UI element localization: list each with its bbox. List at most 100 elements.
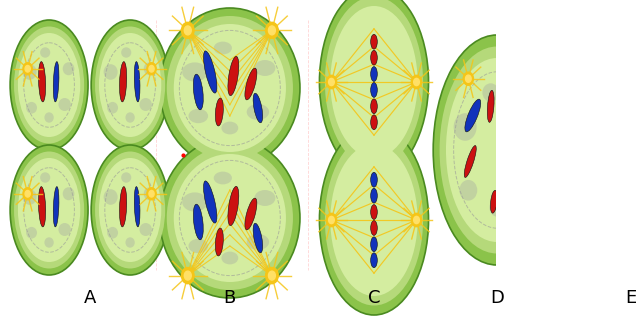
Text: A: A [83, 289, 96, 307]
Ellipse shape [253, 223, 263, 253]
Ellipse shape [134, 62, 140, 102]
Ellipse shape [120, 62, 127, 102]
Ellipse shape [45, 237, 54, 248]
Ellipse shape [500, 166, 507, 191]
Circle shape [463, 72, 473, 85]
Circle shape [329, 216, 335, 224]
Ellipse shape [319, 0, 429, 177]
Ellipse shape [104, 64, 118, 80]
Ellipse shape [10, 20, 88, 150]
Ellipse shape [160, 138, 300, 298]
Ellipse shape [182, 62, 207, 82]
Ellipse shape [616, 134, 623, 151]
Ellipse shape [433, 35, 561, 265]
Ellipse shape [371, 115, 377, 130]
Ellipse shape [520, 110, 539, 133]
Circle shape [184, 26, 191, 35]
Ellipse shape [487, 90, 494, 122]
Ellipse shape [216, 228, 223, 256]
Circle shape [184, 271, 191, 280]
Ellipse shape [569, 64, 636, 240]
Ellipse shape [144, 62, 155, 75]
Ellipse shape [134, 187, 140, 227]
Circle shape [25, 191, 31, 197]
Ellipse shape [204, 51, 217, 93]
Ellipse shape [23, 64, 37, 80]
Ellipse shape [490, 198, 505, 217]
Ellipse shape [63, 187, 74, 200]
Circle shape [181, 268, 194, 284]
Ellipse shape [95, 151, 165, 269]
Ellipse shape [144, 187, 155, 200]
Ellipse shape [26, 102, 37, 113]
Ellipse shape [561, 53, 636, 251]
Ellipse shape [247, 234, 269, 250]
Ellipse shape [39, 187, 46, 227]
Ellipse shape [482, 83, 499, 102]
Ellipse shape [464, 146, 476, 178]
Ellipse shape [14, 27, 84, 143]
Ellipse shape [40, 172, 50, 183]
Ellipse shape [14, 151, 84, 269]
Ellipse shape [247, 104, 269, 120]
Ellipse shape [593, 153, 599, 170]
Ellipse shape [63, 62, 74, 75]
Circle shape [268, 271, 275, 280]
Ellipse shape [371, 237, 377, 252]
Ellipse shape [371, 50, 377, 65]
Ellipse shape [330, 144, 418, 296]
Circle shape [329, 78, 335, 86]
Ellipse shape [91, 20, 169, 150]
Circle shape [466, 75, 471, 82]
Ellipse shape [214, 172, 232, 185]
Ellipse shape [371, 172, 377, 187]
Ellipse shape [506, 107, 515, 135]
Ellipse shape [330, 6, 418, 158]
Ellipse shape [120, 187, 127, 227]
Ellipse shape [254, 190, 275, 206]
Circle shape [526, 198, 532, 205]
Circle shape [147, 188, 156, 200]
Ellipse shape [465, 99, 481, 132]
Ellipse shape [167, 16, 293, 160]
Circle shape [23, 63, 32, 75]
Circle shape [268, 26, 275, 35]
Circle shape [266, 268, 278, 284]
Ellipse shape [446, 58, 548, 242]
Ellipse shape [26, 227, 37, 239]
Ellipse shape [459, 180, 477, 201]
Circle shape [624, 233, 636, 251]
Ellipse shape [59, 223, 71, 236]
Ellipse shape [371, 221, 377, 235]
Ellipse shape [193, 204, 204, 240]
Ellipse shape [18, 33, 80, 137]
Ellipse shape [104, 189, 118, 205]
Ellipse shape [616, 153, 623, 170]
Ellipse shape [228, 186, 238, 226]
Ellipse shape [174, 24, 286, 152]
Ellipse shape [371, 34, 377, 49]
Ellipse shape [216, 98, 223, 126]
Ellipse shape [121, 47, 131, 58]
Ellipse shape [139, 98, 152, 111]
Circle shape [627, 57, 635, 67]
Circle shape [524, 195, 534, 208]
Text: C: C [368, 289, 380, 307]
Ellipse shape [245, 68, 257, 100]
Ellipse shape [53, 62, 59, 102]
Ellipse shape [254, 60, 275, 76]
Circle shape [266, 22, 278, 39]
Circle shape [149, 191, 154, 197]
Circle shape [624, 53, 636, 71]
Circle shape [326, 213, 336, 227]
Ellipse shape [221, 122, 238, 134]
Ellipse shape [214, 42, 232, 54]
Ellipse shape [371, 82, 377, 97]
Circle shape [23, 188, 32, 200]
Circle shape [413, 216, 419, 224]
Ellipse shape [188, 109, 208, 123]
Ellipse shape [319, 125, 429, 315]
Ellipse shape [39, 62, 46, 102]
Circle shape [326, 75, 336, 89]
Ellipse shape [182, 192, 207, 212]
